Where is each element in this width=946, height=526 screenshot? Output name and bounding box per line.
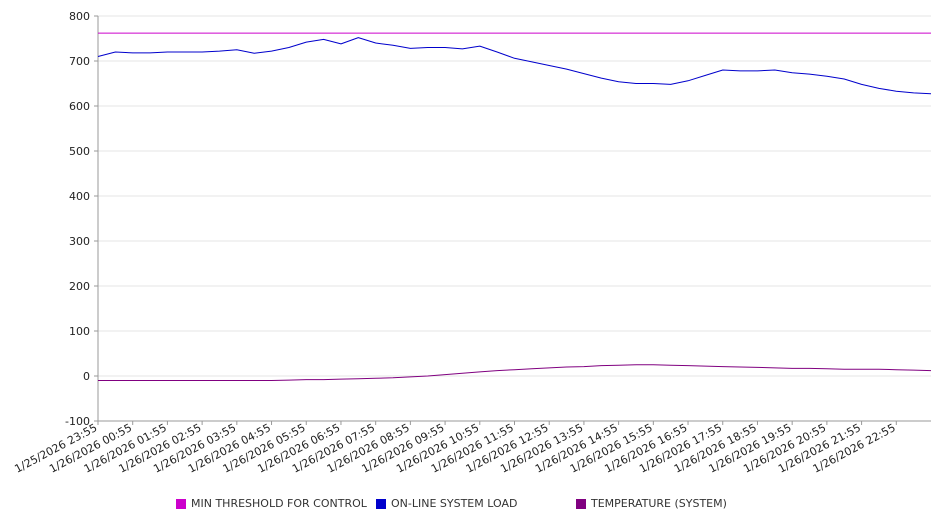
series-line-1 — [97, 37, 932, 95]
chart-legend: MIN THRESHOLD FOR CONTROL ON-LINE SYSTEM … — [0, 497, 946, 515]
legend-item[interactable]: ON-LINE SYSTEM LOAD — [376, 497, 517, 510]
y-tick-label: 0 — [83, 370, 90, 383]
legend-swatch — [376, 498, 386, 509]
legend-label: ON-LINE SYSTEM LOAD — [391, 497, 518, 510]
y-tick-label: 300 — [69, 235, 90, 248]
y-tick-label: 200 — [69, 280, 90, 293]
legend-item[interactable]: TEMPERATURE (SYSTEM) — [576, 497, 727, 510]
y-tick-label: 600 — [69, 100, 90, 113]
y-tick-label: -100 — [65, 415, 90, 428]
legend-swatch — [576, 498, 586, 509]
series-lines — [97, 32, 932, 381]
grid-lines — [98, 15, 931, 422]
legend-label: TEMPERATURE (SYSTEM) — [591, 497, 727, 510]
y-tick-labels: 800 700 600 500 400 300 200 100 0 -100 — [65, 10, 90, 428]
series-line-2 — [98, 364, 932, 381]
legend-label: MIN THRESHOLD FOR CONTROL — [191, 497, 367, 510]
y-tick-label: 400 — [69, 190, 90, 203]
axes — [94, 15, 931, 425]
y-tick-label: 800 — [69, 10, 90, 23]
y-tick-label: 100 — [69, 325, 90, 338]
x-tick-labels: 1/25/2026 23:551/26/2026 00:551/26/2026 … — [12, 421, 897, 475]
y-tick-label: 700 — [69, 55, 90, 68]
legend-swatch — [176, 498, 186, 509]
y-tick-label: 500 — [69, 145, 90, 158]
legend-item[interactable]: MIN THRESHOLD FOR CONTROL — [176, 497, 367, 510]
